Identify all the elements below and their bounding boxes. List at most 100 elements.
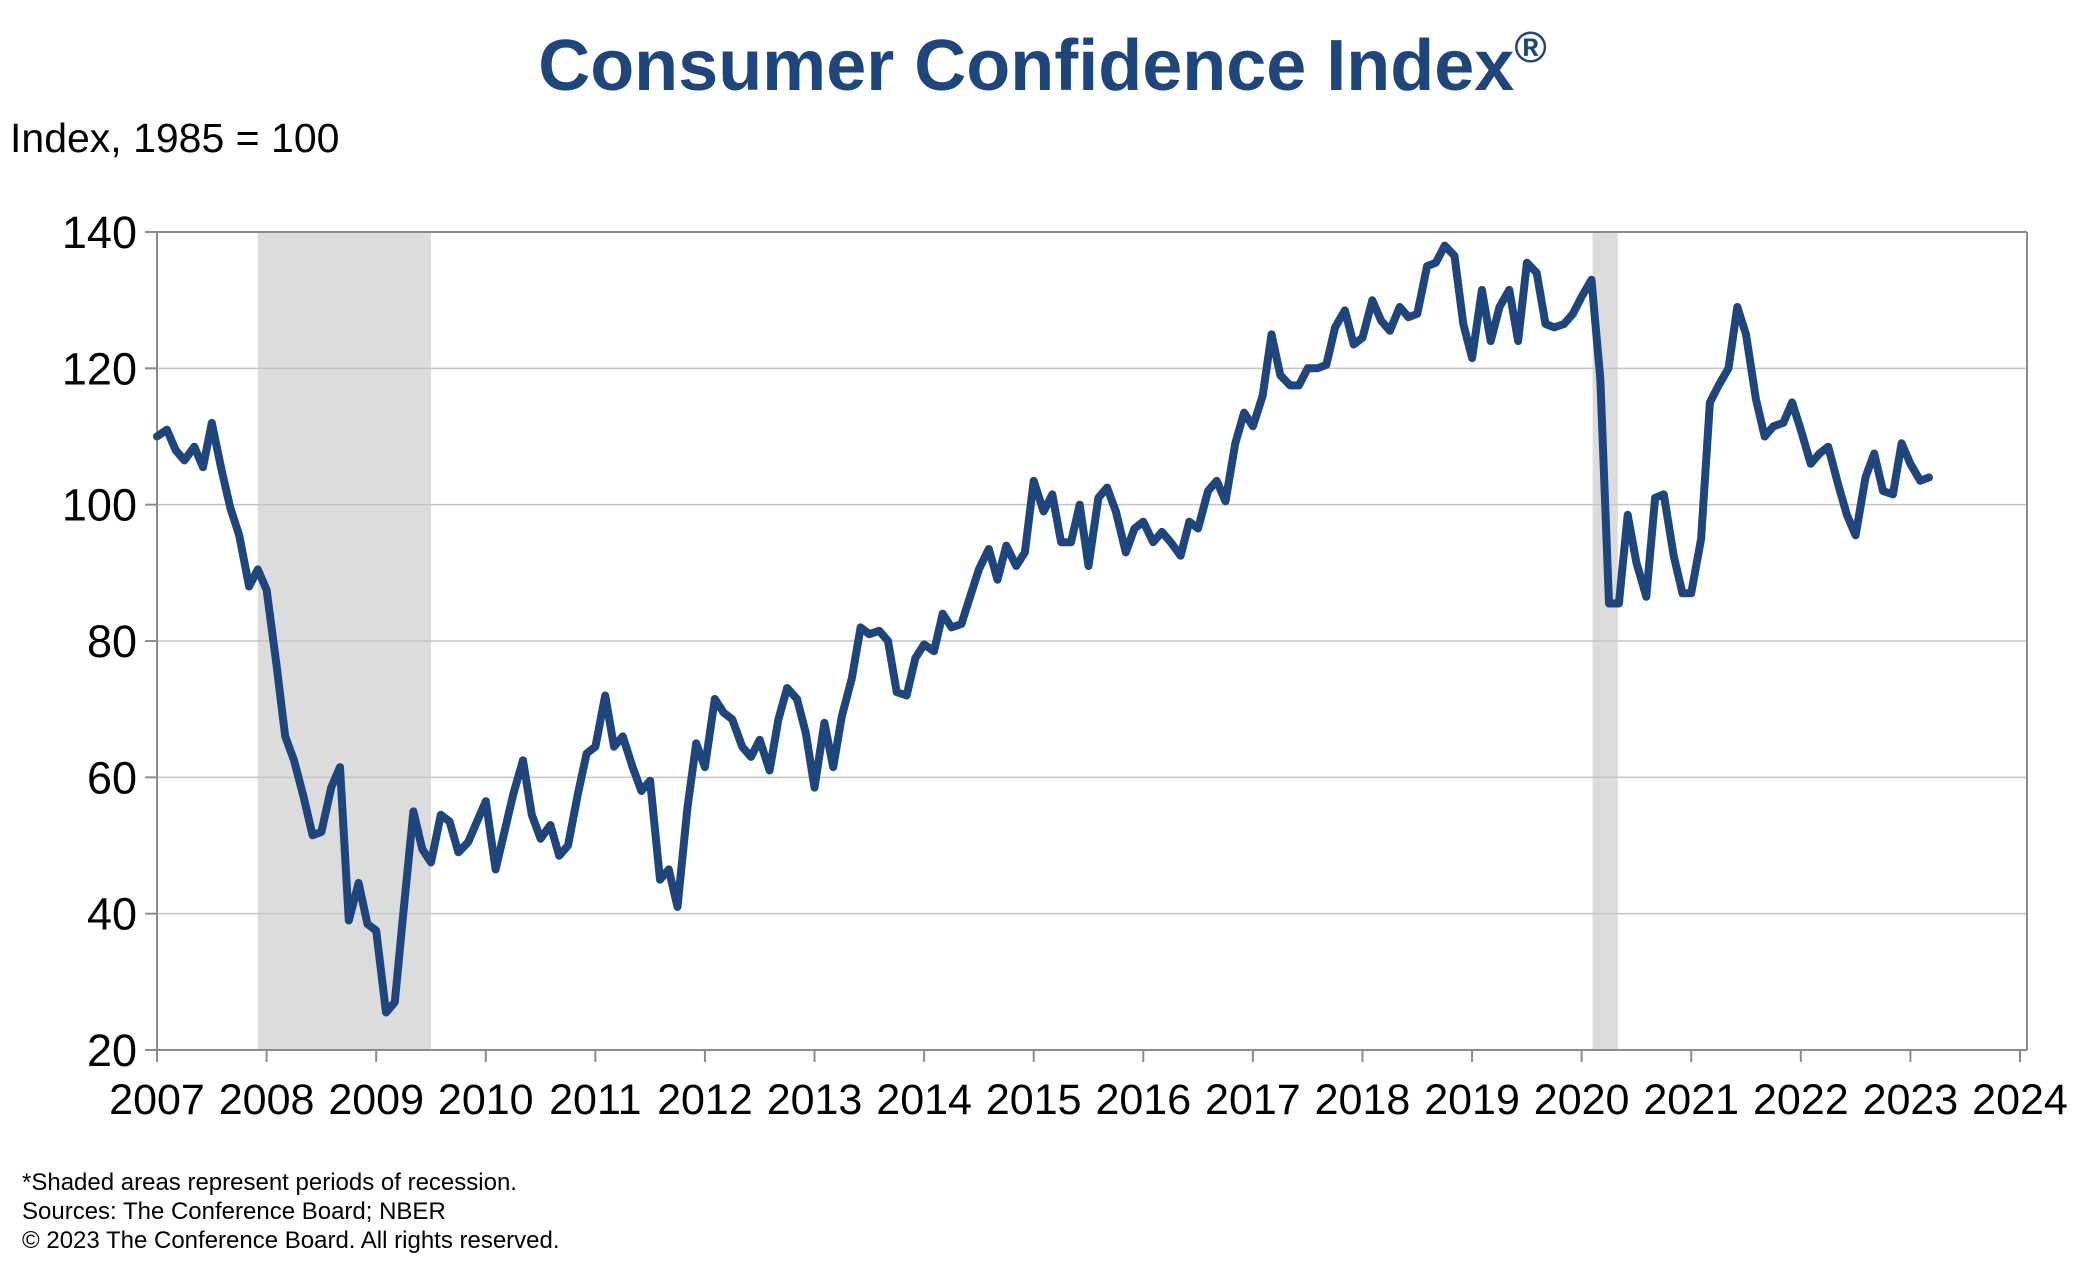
data-point [1879,487,1887,495]
data-point [1213,477,1221,485]
data-point [783,684,791,692]
data-point [1906,460,1914,468]
y-tick-label: 120 [62,343,137,394]
x-tick-label: 2010 [438,1076,534,1124]
data-point [555,852,563,860]
data-point [446,818,454,826]
data-point [509,790,517,798]
data-point [218,467,226,475]
data-point [327,784,335,792]
x-tick-label: 2009 [328,1076,424,1124]
data-point [1569,310,1577,318]
data-point [1350,340,1358,348]
data-point [966,593,974,601]
data-point [1286,381,1294,389]
x-tick-label: 2016 [1095,1076,1191,1124]
data-point [190,443,198,451]
data-point [528,811,536,819]
data-point [747,753,755,761]
y-tick-label: 140 [62,207,137,258]
data-point [355,879,363,887]
data-point [427,859,435,867]
data-point [1752,395,1760,403]
data-point [720,709,728,717]
data-point [1094,494,1102,502]
data-point [1012,562,1020,570]
x-tick-label: 2011 [549,1076,641,1124]
data-point [756,736,764,744]
data-point [683,804,691,812]
data-point [208,419,216,427]
data-point [546,821,554,829]
data-point [1413,310,1421,318]
data-point [711,695,719,703]
data-point [957,620,965,628]
x-tick-label: 2024 [1972,1076,2068,1124]
data-point [263,586,271,594]
data-point [1487,337,1495,345]
data-point [391,998,399,1006]
data-point [1642,593,1650,601]
data-point [939,610,947,618]
data-point [564,842,572,849]
data-point [363,920,371,928]
data-point [1815,450,1823,458]
data-point [857,623,865,631]
data-point [1834,480,1842,488]
y-tick-label: 80 [87,616,137,667]
data-point [1423,262,1431,270]
data-point [1588,276,1596,284]
data-point [1861,473,1869,481]
data-point [400,906,408,914]
data-point [1341,306,1349,314]
data-point [1103,484,1111,492]
data-point [1459,320,1467,328]
data-point [1541,320,1549,328]
data-point [1660,490,1668,498]
data-point [1249,422,1257,430]
x-tick-label: 2021 [1643,1076,1739,1124]
data-point [1314,364,1322,372]
recession-note: *Shaded areas represent periods of reces… [22,1169,517,1196]
data-point [1368,296,1376,304]
x-tick-label: 2020 [1534,1076,1630,1124]
data-point [1048,490,1056,498]
data-point [903,692,911,700]
data-point [1295,381,1303,389]
data-point [1578,293,1586,301]
data-point [1432,259,1440,267]
data-point [1560,320,1568,328]
data-point [1057,538,1065,546]
data-point [1276,371,1284,379]
data-point [610,743,618,751]
x-tick-label: 2008 [219,1076,315,1124]
data-point [454,848,462,856]
data-point [875,627,883,635]
data-point [1240,409,1248,417]
data-point [1021,548,1029,556]
data-point [1678,589,1686,597]
data-point [1377,317,1385,325]
y-tick-label: 20 [87,1025,137,1076]
data-point [1624,511,1632,519]
data-point [1322,361,1330,369]
data-point [1733,303,1741,311]
data-point [985,545,993,553]
data-point [1843,511,1851,519]
data-point [1002,542,1010,550]
data-point [829,763,837,771]
data-point [1204,487,1212,495]
data-point [701,763,709,771]
y-axis-unit-label: Index, 1985 = 100 [10,115,340,161]
data-point [1742,330,1750,338]
data-point [290,756,298,764]
data-point [811,784,819,792]
data-point [646,777,654,785]
data-point [245,582,253,590]
data-point [738,743,746,751]
data-point [1889,490,1897,498]
data-point [1268,330,1276,338]
data-point [1185,518,1193,526]
data-point [893,688,901,696]
data-point [601,692,609,700]
